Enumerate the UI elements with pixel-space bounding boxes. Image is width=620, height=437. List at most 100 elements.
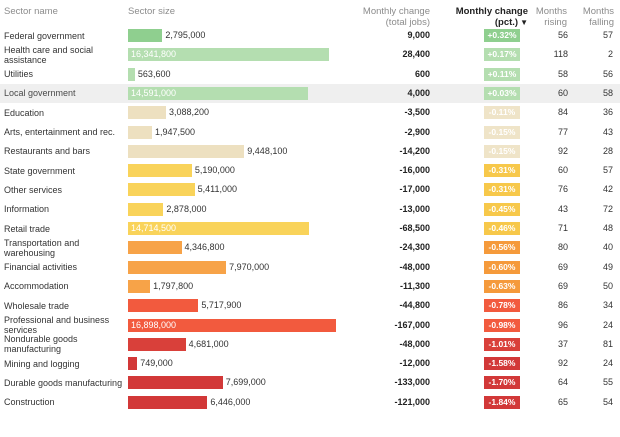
sector-name: Mining and logging <box>4 358 80 369</box>
months-rising: 58 <box>557 68 568 79</box>
sector-size-label: 2,878,000 <box>166 203 207 214</box>
sector-size-label: 3,088,200 <box>169 107 210 118</box>
months-rising: 65 <box>557 396 568 407</box>
table-row[interactable]: Durable goods manufacturing 7,699,000 -133… <box>0 373 620 392</box>
table-row[interactable]: Mining and logging 749,000 -12,000 -1.58% 92… <box>0 354 620 373</box>
monthly-change-total: -17,000 <box>399 184 430 195</box>
monthly-change-total: 4,000 <box>407 87 430 98</box>
months-rising: 96 <box>557 319 568 330</box>
monthly-change-total: -167,000 <box>394 319 430 330</box>
sector-size-label: 5,411,000 <box>197 184 237 195</box>
sector-size-bar <box>128 164 192 178</box>
monthly-change-total: -11,300 <box>399 280 430 291</box>
sector-size-label: 16,341,800 <box>131 49 177 60</box>
sort-descending-icon: ▼ <box>520 18 528 27</box>
monthly-change-pct-badge: +0.17% <box>484 48 520 62</box>
sector-size-label: 7,970,000 <box>229 261 270 272</box>
sector-size-bar <box>128 395 208 409</box>
sector-name: Arts, entertainment and rec. <box>4 127 116 137</box>
header-sector-size[interactable]: Sector size <box>128 6 175 17</box>
monthly-change-pct-badge: -1.01% <box>484 337 520 351</box>
months-rising: 118 <box>553 49 568 60</box>
monthly-change-pct-badge: -0.56% <box>484 241 520 255</box>
months-falling: 56 <box>602 68 613 79</box>
months-rising: 69 <box>557 261 568 272</box>
sector-size-label: 1,797,800 <box>153 280 194 291</box>
sector-name: Restaurants and bars <box>4 146 91 157</box>
months-rising: 92 <box>557 145 568 156</box>
months-falling: 2 <box>607 49 613 60</box>
table-row[interactable]: Transportation and warehousing 4,346,800 -… <box>0 238 620 258</box>
sector-name: Retail trade <box>4 223 51 234</box>
header-sector-name[interactable]: Sector name <box>4 6 58 17</box>
monthly-change-total: 600 <box>414 68 430 79</box>
table-row[interactable]: Restaurants and bars 9,448,100 -14,200 -0.1… <box>0 142 620 161</box>
sector-size-bar <box>128 48 330 62</box>
monthly-change-pct-badge: -0.11% <box>484 106 520 120</box>
monthly-change-pct-badge: -0.45% <box>484 202 520 216</box>
monthly-change-total: -44,800 <box>399 300 430 311</box>
monthly-change-total: -48,000 <box>399 338 430 349</box>
table-row[interactable]: Nondurable goods manufacturing 4,681,000 -… <box>0 334 620 354</box>
header-monthly-change-total-line2: (total jobs) <box>385 17 430 28</box>
monthly-change-pct-badge: +0.32% <box>484 29 520 42</box>
header-months-rising-line2: rising <box>544 17 567 28</box>
table-row[interactable]: Retail trade 14,714,500 -68,500 -0.46% 71 48 <box>0 219 620 238</box>
sector-name: Construction <box>4 397 55 408</box>
table-row[interactable]: Information 2,878,000 -13,000 -0.45% 43 72 <box>0 200 620 219</box>
table-row[interactable]: Construction 6,446,000 -121,000 -1.84% 65 54 <box>0 393 620 412</box>
sector-name: Professional and business services <box>4 315 110 335</box>
header-monthly-change-total[interactable]: Monthly change (total jobs) <box>363 6 430 28</box>
monthly-change-pct-badge: -0.98% <box>484 318 520 332</box>
sector-name: Accommodation <box>4 281 69 292</box>
monthly-change-total: -3,500 <box>404 107 430 118</box>
header-months-rising[interactable]: Months rising <box>536 6 567 28</box>
months-rising: 92 <box>557 358 568 369</box>
months-rising: 86 <box>557 300 568 311</box>
table-row[interactable]: Wholesale trade 5,717,900 -44,800 -0.78% 86 3… <box>0 296 620 315</box>
sector-size-bar <box>128 144 245 158</box>
months-falling: 24 <box>602 358 613 369</box>
table-row[interactable]: Federal government 2,795,000 9,000 +0.32% 56… <box>0 26 620 45</box>
months-rising: 56 <box>557 30 568 40</box>
months-falling: 50 <box>602 280 613 291</box>
months-falling: 54 <box>602 396 613 407</box>
table-row[interactable]: Professional and business services 16,898… <box>0 315 620 335</box>
table-row[interactable]: Health care and social assistance 16,341,… <box>0 45 620 65</box>
sector-name: Wholesale trade <box>4 300 70 311</box>
sector-size-label: 4,681,000 <box>188 338 229 349</box>
sector-size-label: 749,000 <box>140 358 173 369</box>
table-row[interactable]: State government 5,190,000 -16,000 -0.31% 60… <box>0 161 620 180</box>
monthly-change-total: -13,000 <box>399 203 430 214</box>
table-row[interactable]: Financial activities 7,970,000 -48,000 -0.6… <box>0 258 620 277</box>
table-row[interactable]: Other services 5,411,000 -17,000 -0.31% 76 42 <box>0 180 620 199</box>
table-row[interactable]: Local government 14,591,000 4,000 +0.03% 60 5… <box>0 83 620 103</box>
header-monthly-change-total-line1: Monthly change <box>362 6 430 17</box>
monthly-change-total: -68,500 <box>399 223 430 233</box>
sector-size-label: 5,717,900 <box>201 300 242 311</box>
months-falling: 36 <box>602 107 613 118</box>
months-falling: 42 <box>602 184 613 195</box>
monthly-change-total: 28,400 <box>402 49 430 60</box>
monthly-change-total: 9,000 <box>407 30 430 40</box>
table-row[interactable]: Education 3,088,200 -3,500 -0.11% 84 36 <box>0 103 620 122</box>
table-row[interactable]: Arts, entertainment and rec. 1,947,500 -2,… <box>0 123 620 142</box>
months-rising: 37 <box>557 338 568 349</box>
header-monthly-change-pct-line1: Monthly change <box>455 6 528 17</box>
header-months-falling[interactable]: Months falling <box>583 6 614 28</box>
header-monthly-change-pct[interactable]: Monthly change (pct.) ▼ <box>456 6 528 28</box>
months-rising: 76 <box>557 184 568 195</box>
months-falling: 43 <box>602 126 613 137</box>
monthly-change-pct-badge: -0.46% <box>484 222 520 235</box>
months-rising: 77 <box>557 126 568 137</box>
sector-size-bar <box>128 260 227 274</box>
table-row[interactable]: Accommodation 1,797,800 -11,300 -0.63% 69 50 <box>0 277 620 296</box>
sector-size-label: 563,600 <box>137 68 171 79</box>
months-falling: 24 <box>602 319 613 330</box>
header-months-falling-line1: Months <box>582 6 614 17</box>
monthly-change-pct-badge: -0.78% <box>484 299 520 313</box>
sector-size-bar <box>128 202 164 216</box>
months-rising: 43 <box>557 203 568 214</box>
monthly-change-total: -12,000 <box>399 358 430 369</box>
table-row[interactable]: Utilities 563,600 600 +0.11% 58 56 <box>0 65 620 84</box>
